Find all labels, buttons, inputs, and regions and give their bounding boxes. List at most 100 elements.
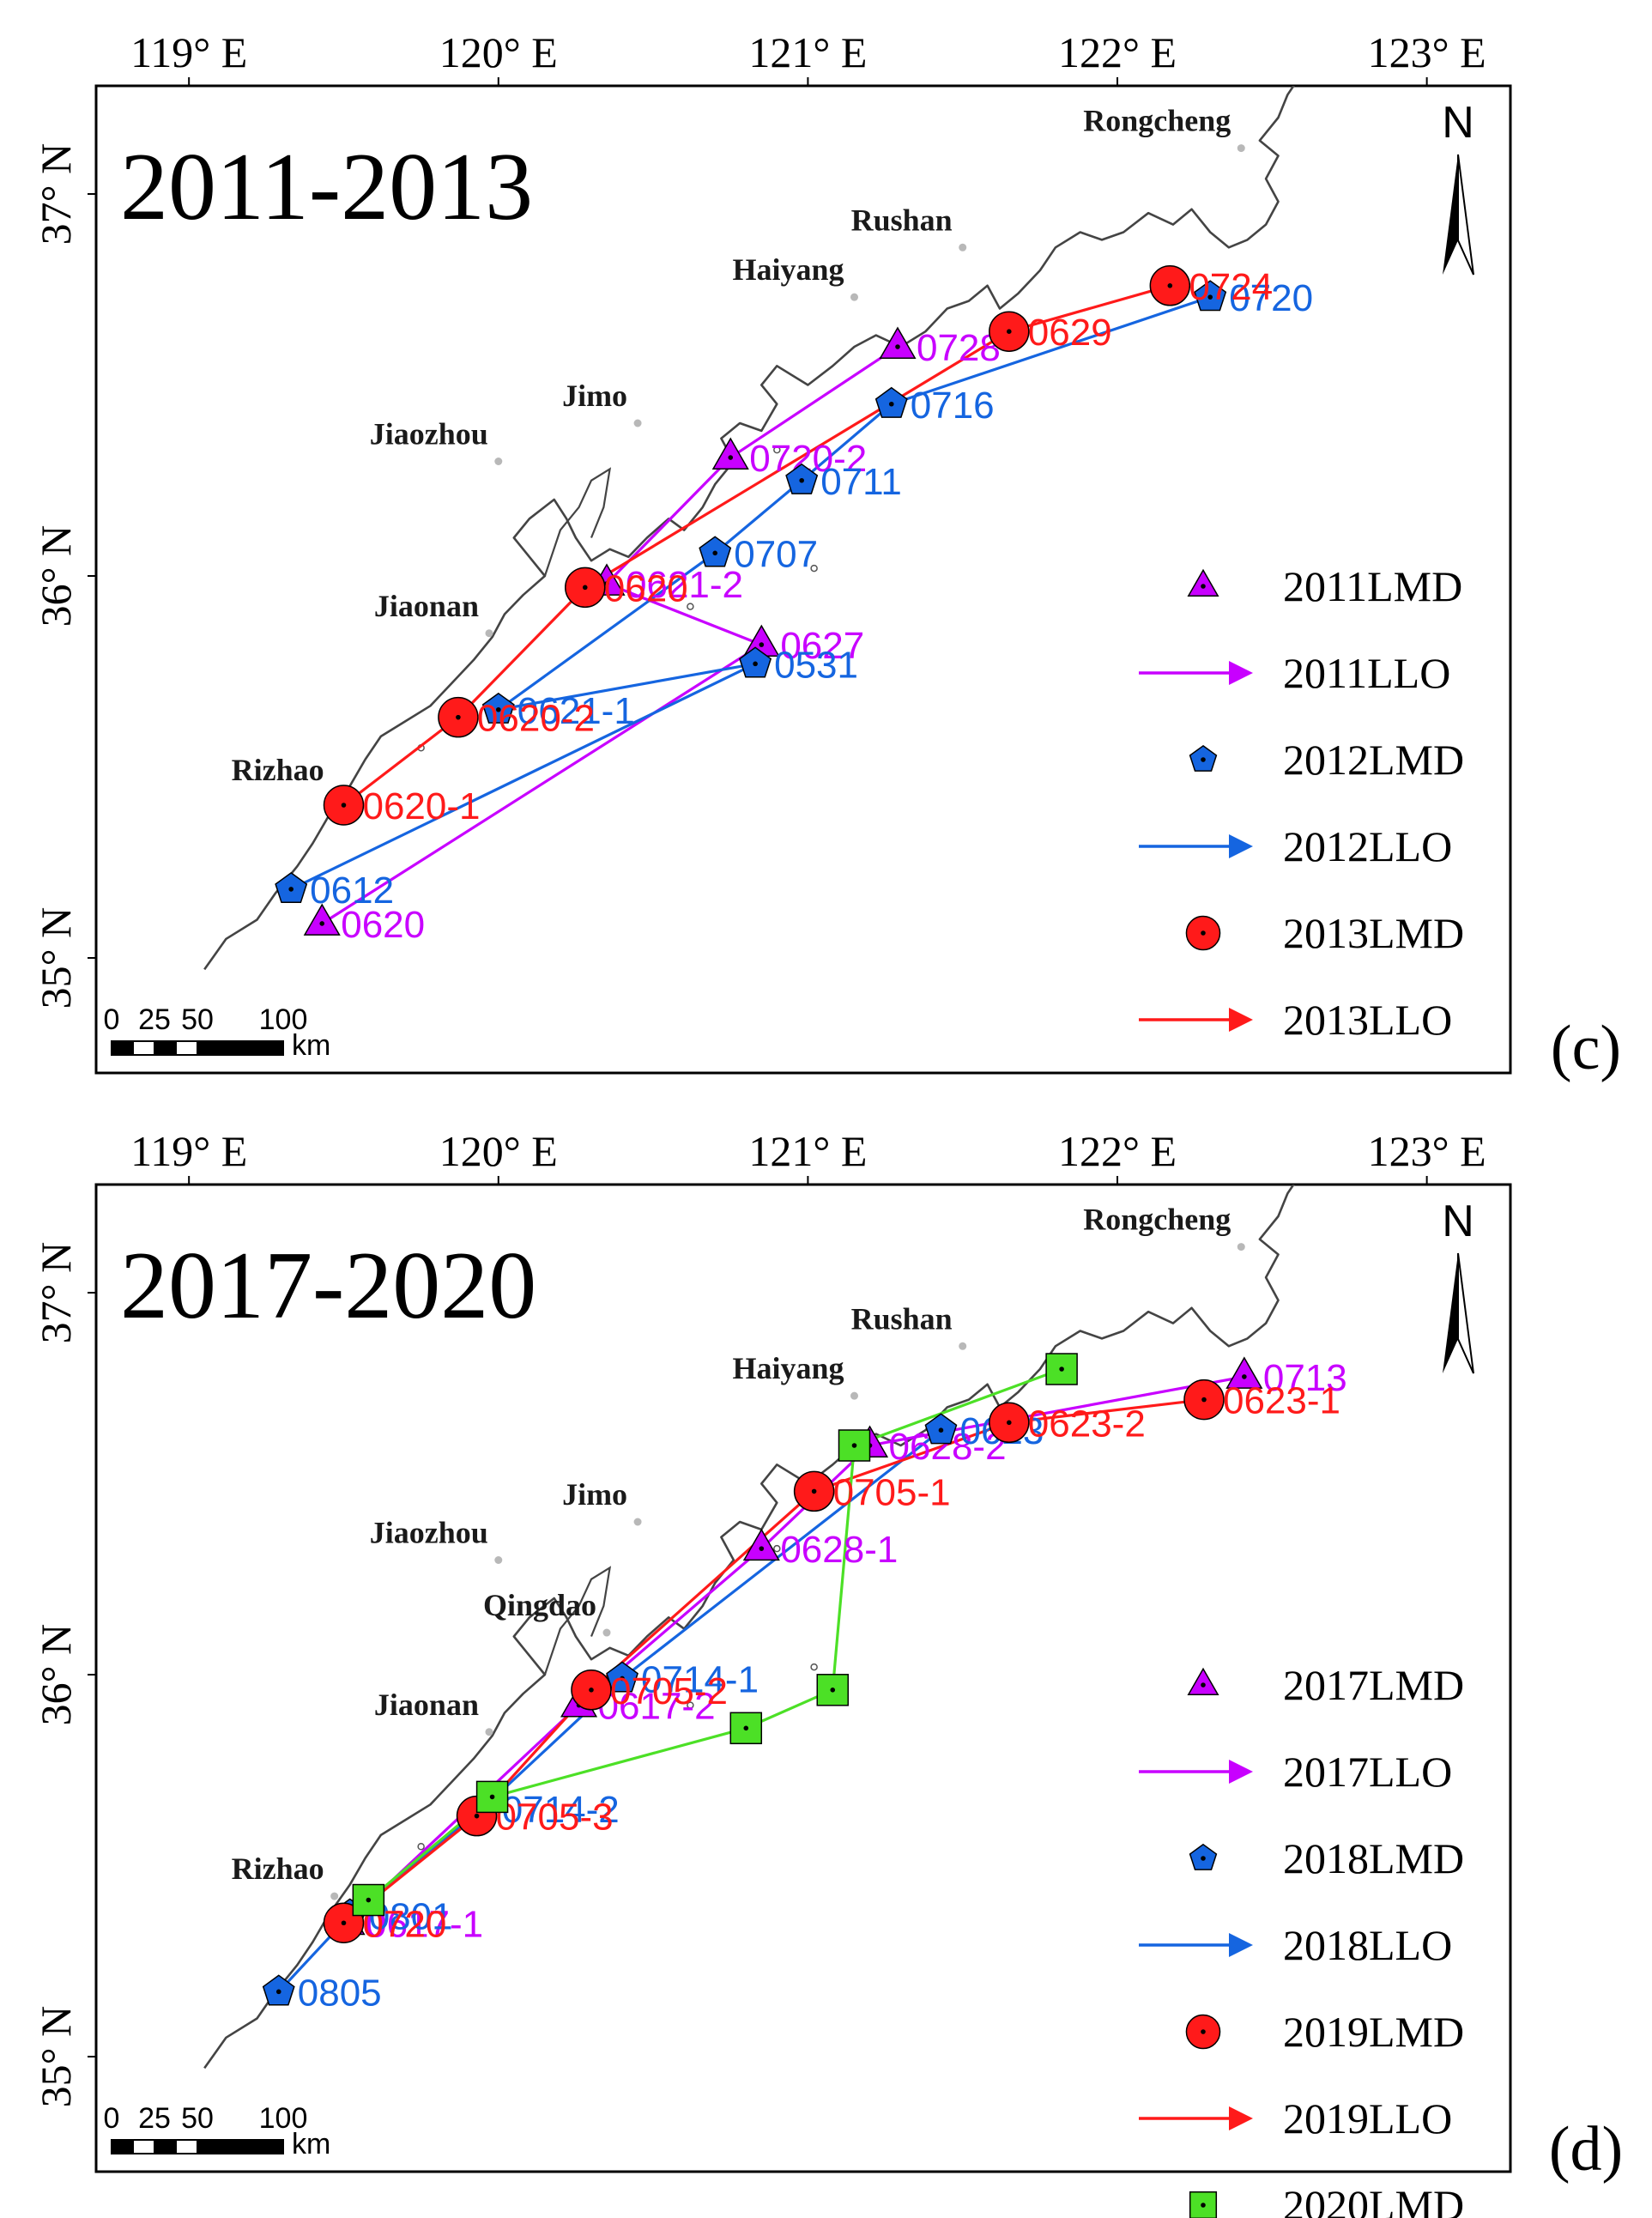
marker-center-dot (1207, 294, 1213, 300)
scale-segment (197, 1040, 284, 1056)
scale-segment (175, 1040, 198, 1056)
legend-label: 2011LLO (1283, 649, 1450, 697)
point-label-0713: 0713 (1263, 1357, 1347, 1399)
legend-arrow-head (1229, 2106, 1253, 2130)
lon-tick-label: 123° E (1368, 28, 1486, 76)
trajectory-segment-2019 (1008, 1396, 1206, 1424)
point-label-0627: 0627 (780, 625, 864, 667)
island (687, 603, 694, 610)
scale-tick-label: 25 (138, 2102, 171, 2135)
scale-unit: km (292, 2128, 330, 2160)
marker-center-dot (319, 921, 325, 926)
north-label: N (1442, 1197, 1474, 1246)
legend-item-2013LMD: 2013LMD (1185, 909, 1464, 957)
marker-center-dot (1201, 584, 1206, 589)
trajectory-segment-2013 (457, 585, 587, 718)
city-dot (1237, 144, 1245, 153)
triangle-marker (742, 1528, 780, 1561)
trajectory-segment-2012 (891, 294, 1213, 406)
lon-tick-label: 122° E (1058, 1127, 1177, 1175)
triangle-marker (1187, 1667, 1219, 1695)
marker-center-dot (799, 477, 804, 483)
island (773, 445, 781, 454)
north-arrow-dark-half (1443, 155, 1458, 275)
trajectory-segment-2018 (621, 1428, 943, 1680)
city-dot (602, 1628, 611, 1637)
scale-tick-label: 50 (181, 2102, 214, 2135)
city-label-jiaonan: Jiaonan (374, 589, 479, 623)
scale-tick-label: 50 (181, 1003, 214, 1036)
city-dot (633, 1518, 642, 1526)
point-label-0628-1: 0628-1 (780, 1529, 898, 1571)
trajectory-segment-2011 (729, 345, 899, 459)
scale-segment (175, 2139, 198, 2154)
marker-center-dot (811, 1488, 817, 1494)
city-dot (485, 1728, 493, 1736)
north-arrow-dark-half (1443, 1253, 1458, 1373)
trajectory-segment-2019 (814, 1421, 1011, 1493)
legend-item-2020LMD: 2020LMD (1189, 2181, 1464, 2218)
marker-center-dot (489, 1794, 495, 1800)
marker-center-dot (1242, 1374, 1247, 1379)
map-panel-2011-2013: 119° E 120° E 121° E 122° E 123° E 37° N 36° N… (32, 28, 1512, 1075)
marker-center-dot (938, 1427, 944, 1433)
map-title: 2017-2020 (120, 1233, 536, 1339)
map-frame (94, 84, 1512, 1075)
north-arrow-light-half (1457, 154, 1474, 276)
point-label-0623-1: 0623-1 (1223, 1380, 1340, 1422)
marker-center-dot (341, 1920, 347, 1926)
point-label-0705-2: 0705-2 (610, 1670, 728, 1712)
marker-center-dot (495, 706, 501, 712)
legend-item-2018LLO: 2018LLO (1139, 1921, 1452, 1969)
legend-label: 2019LLO (1283, 2094, 1452, 2142)
marker-center-dot (1201, 2203, 1206, 2208)
triangle-marker (1225, 1356, 1263, 1389)
lat-tick-label: 37° N (32, 1242, 80, 1344)
point-label-0617-2: 0617-2 (598, 1686, 716, 1728)
marker-center-dot (1007, 1420, 1012, 1426)
trajectory-segment-2012 (496, 662, 756, 713)
city-dot (494, 1556, 503, 1564)
point-label-0716: 0716 (911, 385, 995, 427)
city-label-haiyang: Haiyang (732, 252, 844, 287)
legend-arrow-head (1229, 1008, 1253, 1032)
legend-label: 2018LMD (1283, 1834, 1464, 1882)
point-label-0531: 0531 (774, 644, 858, 686)
scale-segment (154, 2139, 177, 2154)
marker-center-dot (366, 1897, 372, 1903)
point-label-0629: 0629 (1028, 312, 1112, 354)
legend-item-2012LMD: 2012LMD (1189, 736, 1464, 784)
legend-label: 2017LMD (1283, 1661, 1464, 1709)
lat-tick-label: 36° N (32, 525, 80, 627)
legend-arrow-head (1229, 834, 1253, 858)
panel-label: (c) (1551, 1013, 1621, 1083)
trajectory-segment-2011 (605, 582, 762, 646)
city-dot (959, 243, 967, 251)
city-label-haiyang: Haiyang (732, 1351, 844, 1385)
marker-center-dot (1201, 930, 1206, 936)
panel-label: (d) (1549, 2114, 1623, 2185)
map-frame (94, 1183, 1512, 2173)
triangle-marker (1187, 568, 1219, 597)
legend-item-2011LLO: 2011LLO (1139, 649, 1450, 697)
legend-arrow-head (1229, 1933, 1253, 1957)
legend-label: 2011LMD (1283, 562, 1462, 610)
lon-tick-label: 122° E (1058, 28, 1177, 76)
city-label-jimo: Jimo (562, 1477, 627, 1512)
scale-segment (111, 1040, 134, 1056)
city-dot (485, 629, 493, 638)
point-label-0711: 0711 (820, 461, 902, 503)
marker-center-dot (743, 1725, 749, 1731)
triangle-marker (711, 437, 749, 470)
marker-center-dot (288, 887, 293, 892)
city-dot (1237, 1243, 1245, 1251)
marker-center-dot (620, 1676, 625, 1682)
lon-tick-label: 119° E (130, 28, 247, 76)
legend-item-2017LMD: 2017LMD (1187, 1661, 1464, 1709)
legend-item-2013LLO: 2013LLO (1139, 996, 1452, 1044)
marker-center-dot (1201, 1856, 1206, 1861)
trajectory-segment-2019 (590, 1490, 816, 1691)
legend-item-2019LLO: 2019LLO (1139, 2094, 1452, 2142)
